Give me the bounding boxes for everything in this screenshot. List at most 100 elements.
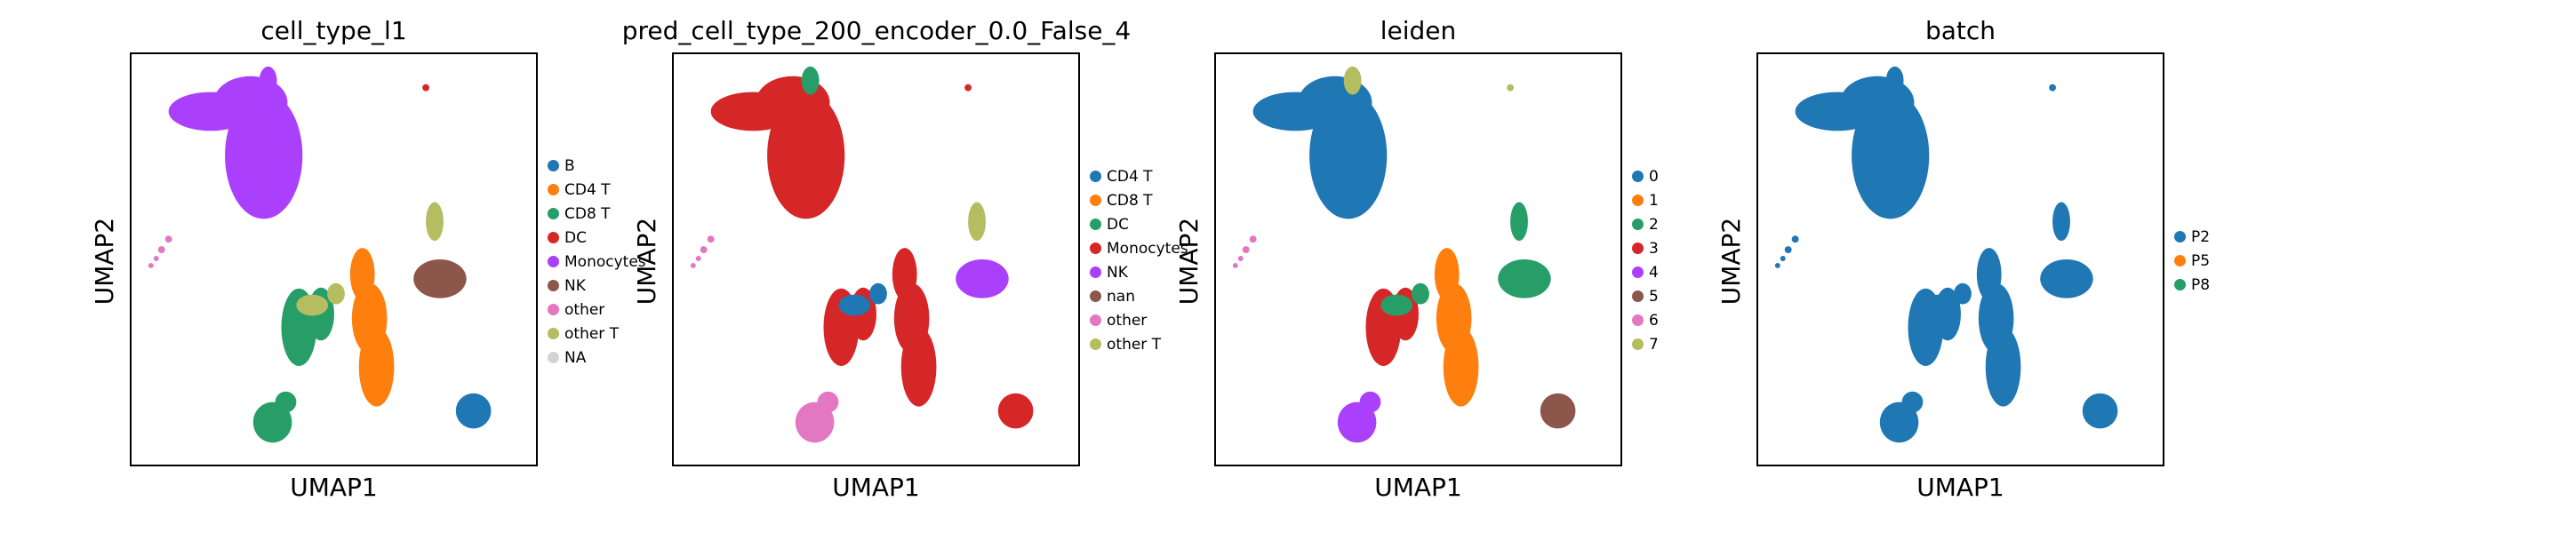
x-axis-label: UMAP1 xyxy=(1374,473,1462,502)
legend-marker xyxy=(548,232,559,243)
legend-item: DC xyxy=(1090,212,1188,236)
cluster-nk xyxy=(956,259,1009,298)
panel-2: pred_cell_type_200_encoder_0.0_False_4 U… xyxy=(542,0,1188,533)
legend-marker xyxy=(1090,219,1101,230)
legend-marker xyxy=(548,256,559,267)
legend-label: CD8 T xyxy=(1107,191,1153,210)
legend-label: CD4 T xyxy=(1107,167,1153,186)
cluster-topcap xyxy=(1343,66,1362,95)
cluster-cd4 xyxy=(349,248,395,407)
legend-label: 6 xyxy=(1649,311,1659,330)
cluster-blob xyxy=(997,393,1034,429)
cluster-blob xyxy=(1507,84,1515,91)
cluster-nkcap xyxy=(968,202,986,242)
cluster-junction xyxy=(296,282,345,316)
cluster-blob xyxy=(1436,282,1472,354)
cluster-cd8low xyxy=(252,391,297,443)
cluster-blob xyxy=(413,259,467,298)
legend-label: NK xyxy=(1107,263,1128,282)
legend-item: nan xyxy=(1090,284,1188,308)
legend-label: nan xyxy=(1107,287,1135,306)
cluster-junction xyxy=(1923,282,1972,316)
cluster-blob xyxy=(148,262,154,268)
legend-label: 4 xyxy=(1649,263,1659,282)
legend: B CD4 T CD8 T DC Monocytes NK other other T NA xyxy=(548,154,646,370)
legend-marker xyxy=(1090,171,1101,182)
cluster-mono xyxy=(1252,76,1388,219)
cluster-topcap xyxy=(801,66,820,95)
legend-marker xyxy=(548,352,559,363)
scatter-svg xyxy=(690,66,1034,443)
plot-title: batch xyxy=(1924,16,1996,45)
cluster-blob xyxy=(351,282,388,354)
cluster-blob xyxy=(869,282,887,305)
cluster-blob xyxy=(1978,282,2014,354)
legend-marker xyxy=(548,160,559,171)
legend: 0 1 2 3 4 5 6 7 xyxy=(1632,164,1659,356)
cluster-blob xyxy=(968,202,986,242)
scatter-plot-area xyxy=(1756,52,2164,466)
cluster-cd4 xyxy=(1976,248,2021,407)
cluster-blob xyxy=(2082,393,2118,429)
cluster-dot1 xyxy=(964,84,972,91)
cluster-nkcap xyxy=(426,202,444,242)
cluster-blob xyxy=(2040,259,2093,298)
legend-label: 2 xyxy=(1649,215,1659,234)
cluster-blob xyxy=(690,262,696,268)
cluster-blob xyxy=(1249,235,1257,243)
cluster-b xyxy=(1540,393,1576,429)
legend-marker xyxy=(1090,314,1101,326)
cluster-blob xyxy=(1976,248,2002,301)
legend-item: NK xyxy=(1090,260,1188,284)
legend-item: 1 xyxy=(1632,188,1659,212)
cluster-blob xyxy=(275,391,297,413)
cluster-blob xyxy=(1885,66,1904,95)
legend-item: CD8 T xyxy=(1090,188,1188,212)
cluster-pdc xyxy=(148,235,172,268)
scatter-plot-area xyxy=(1214,52,1622,466)
cluster-blob xyxy=(252,402,292,443)
legend-marker xyxy=(1632,243,1644,254)
cluster-cd8low xyxy=(1879,391,1924,443)
cluster-blob xyxy=(1232,262,1238,268)
cluster-blob xyxy=(801,66,820,95)
legend-marker xyxy=(548,184,559,195)
legend-marker xyxy=(1632,338,1644,350)
legend-label: other xyxy=(564,300,605,319)
legend-label: 0 xyxy=(1649,167,1659,186)
cluster-blob xyxy=(1237,256,1244,261)
legend-item: P2 xyxy=(2174,225,2210,249)
legend-item: other xyxy=(1090,308,1188,332)
cluster-blob xyxy=(1901,391,1924,413)
legend-item: Monocytes xyxy=(1090,236,1188,260)
cluster-blob xyxy=(1791,235,1799,243)
cluster-blob xyxy=(157,246,165,254)
cluster-blob xyxy=(1434,248,1460,301)
cluster-nk xyxy=(1498,259,1551,298)
cluster-blob xyxy=(1412,282,1429,305)
legend-item: NK xyxy=(548,274,646,298)
panel-4: batch UMAP2 UMAP1 P2 P5 P8 xyxy=(1627,0,2210,533)
legend-item: NA xyxy=(548,346,646,370)
legend-item: 3 xyxy=(1632,236,1659,260)
cluster-blob xyxy=(455,393,492,429)
y-axis-label: UMAP2 xyxy=(1716,217,1746,306)
plot-title: cell_type_l1 xyxy=(260,16,407,45)
legend-label: DC xyxy=(1107,215,1129,234)
cluster-blob xyxy=(422,84,430,91)
cluster-dot1 xyxy=(422,84,430,91)
legend-label: CD8 T xyxy=(564,204,611,223)
cluster-blob xyxy=(795,402,835,443)
scatter-plot-area xyxy=(672,52,1080,466)
legend-marker xyxy=(1632,195,1644,206)
cluster-blob xyxy=(707,235,715,243)
legend-label: Monocytes xyxy=(1107,239,1188,258)
legend-label: DC xyxy=(564,228,587,247)
legend-item: 4 xyxy=(1632,260,1659,284)
x-axis-label: UMAP1 xyxy=(1916,473,2004,502)
cluster-dot1 xyxy=(2049,84,2057,91)
scatter-svg xyxy=(1232,66,1576,443)
legend-marker xyxy=(2174,255,2186,266)
legend-item: 5 xyxy=(1632,284,1659,308)
legend-marker xyxy=(1090,338,1101,350)
